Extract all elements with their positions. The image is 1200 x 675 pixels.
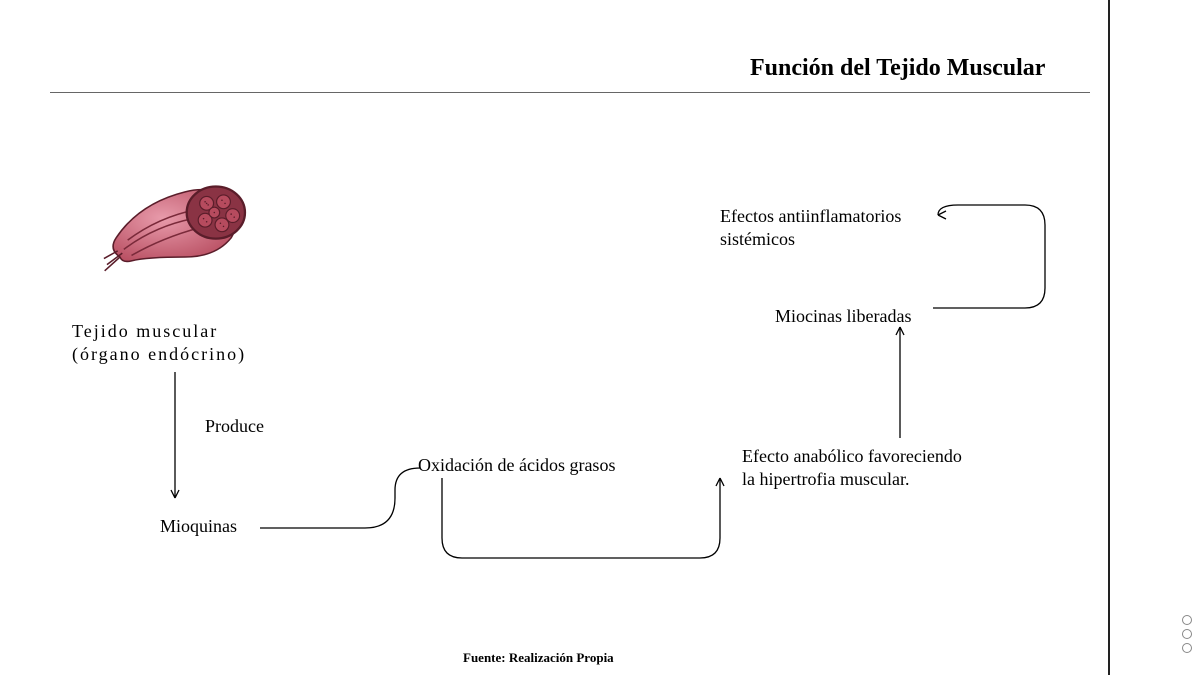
slide-canvas: Función del Tejido Muscular bbox=[0, 0, 1200, 675]
node-antiinflam: Efectos antiinflamatorios sistémicos bbox=[720, 205, 901, 252]
dot-icon bbox=[1182, 643, 1192, 653]
title-divider bbox=[50, 92, 1090, 93]
dot-icon bbox=[1182, 629, 1192, 639]
page-dots bbox=[1182, 615, 1192, 653]
node-anabolico: Efecto anabólico favoreciendo la hipertr… bbox=[742, 445, 962, 492]
node-oxidacion: Oxidación de ácidos grasos bbox=[418, 454, 615, 477]
dot-icon bbox=[1182, 615, 1192, 625]
node-mioquinas: Mioquinas bbox=[160, 515, 237, 538]
source-footer: Fuente: Realización Propia bbox=[463, 650, 614, 666]
node-produce: Produce bbox=[205, 415, 264, 438]
right-border bbox=[1108, 0, 1110, 675]
slide-title: Función del Tejido Muscular bbox=[750, 55, 1045, 82]
muscle-icon bbox=[100, 165, 255, 280]
node-miocinas: Miocinas liberadas bbox=[775, 305, 911, 328]
node-tejido: Tejido muscular (órgano endócrino) bbox=[72, 320, 246, 367]
